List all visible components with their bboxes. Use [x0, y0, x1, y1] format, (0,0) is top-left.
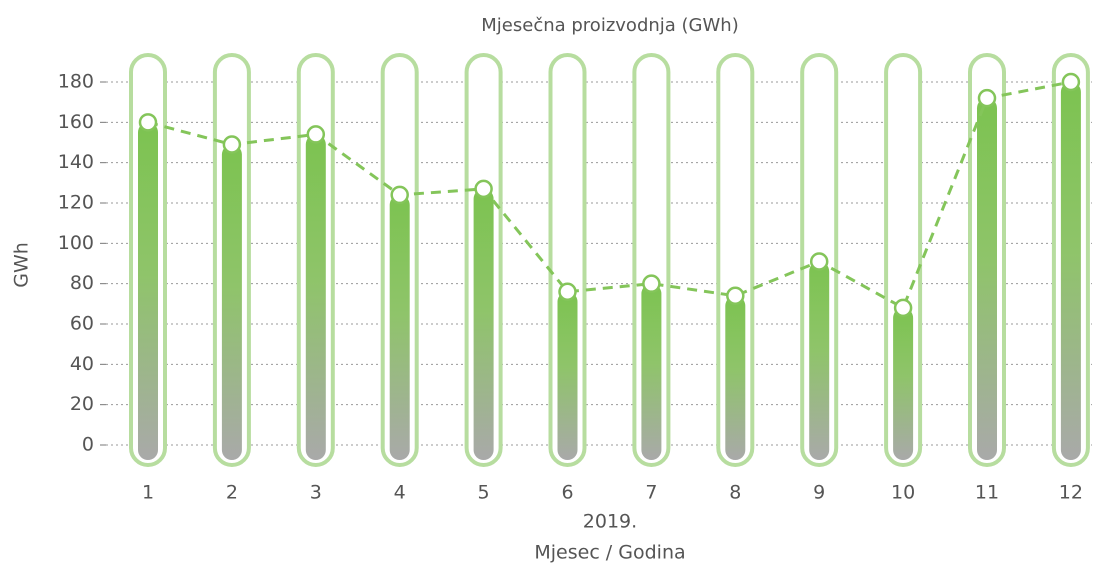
x-tick-label: 10 — [891, 482, 915, 504]
point-marker — [474, 179, 493, 199]
x-tick-label: 7 — [645, 482, 657, 504]
x-axis-label: Mjesec / Godina — [534, 542, 685, 564]
x-tick-label: 3 — [310, 482, 322, 504]
x-tick-label: 4 — [394, 482, 406, 504]
point-marker — [390, 185, 409, 205]
y-tick-label: 100 — [58, 232, 94, 254]
bar — [557, 291, 578, 460]
bar — [809, 261, 830, 460]
bar — [725, 295, 746, 460]
y-tick-label: 20 — [70, 393, 94, 415]
point-marker — [977, 88, 997, 108]
y-tick-label: 120 — [58, 192, 94, 214]
bar — [221, 144, 242, 460]
y-tick-label: 80 — [70, 272, 94, 294]
x-tick-label: 8 — [729, 482, 741, 504]
x-tick-label: 6 — [561, 482, 573, 504]
point-marker — [1061, 72, 1081, 92]
x-tick-label: 1 — [142, 482, 154, 504]
chart-title: Mjesečna proizvodnja (GWh) — [481, 15, 738, 36]
point-marker — [306, 125, 326, 144]
bar — [1060, 82, 1081, 460]
bar — [977, 98, 997, 460]
y-tick-label: 180 — [58, 71, 94, 93]
bar — [305, 134, 326, 460]
bar — [138, 122, 158, 460]
point-marker — [642, 274, 661, 293]
x-tick-label: 11 — [975, 482, 999, 504]
point-marker — [138, 113, 158, 132]
y-tick-label: 160 — [58, 111, 94, 133]
x-group-label: 2019. — [583, 511, 637, 533]
y-tick-label: 140 — [58, 151, 94, 173]
y-tick-label: 0 — [82, 434, 94, 456]
point-marker — [222, 135, 242, 154]
y-axis-label: GWh — [11, 242, 33, 288]
point-marker — [558, 282, 577, 301]
x-tick-label: 12 — [1059, 482, 1083, 504]
point-marker — [726, 286, 745, 306]
y-tick-label: 60 — [70, 313, 94, 335]
point-marker — [809, 252, 829, 271]
x-tick-label: 9 — [813, 482, 825, 504]
trend-line — [147, 80, 1072, 311]
x-tick-label: 2 — [226, 482, 238, 504]
bar — [473, 188, 494, 460]
bar — [893, 307, 914, 460]
bar — [389, 194, 410, 460]
x-tick-label: 5 — [478, 482, 490, 504]
y-tick-label: 40 — [70, 353, 94, 375]
bar — [641, 283, 662, 460]
point-marker — [893, 298, 913, 318]
